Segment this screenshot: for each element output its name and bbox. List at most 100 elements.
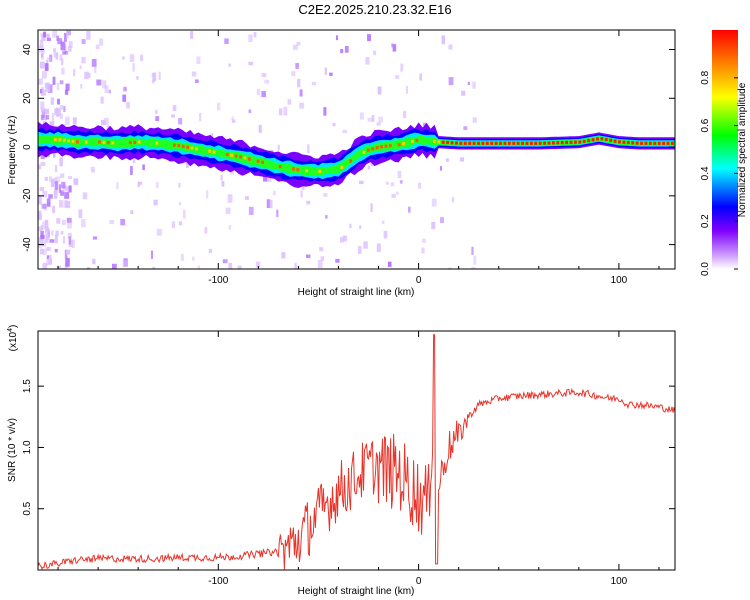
snr-y-tick-label: 1.0: [22, 440, 33, 454]
spectrogram-speckle: [191, 256, 195, 261]
spectrogram-speckle: [81, 39, 86, 45]
spectrogram-speckle: [400, 63, 404, 71]
spectrogram-speckle: [156, 228, 162, 236]
spectrogram-ridge-core: [76, 140, 79, 144]
spectrogram-speckle: [281, 252, 286, 259]
spectrogram-speckle: [84, 71, 89, 80]
spectrogram-speckle: [68, 176, 73, 180]
spectrogram-speckle: [370, 162, 375, 167]
spectrogram-ridge-core: [410, 139, 414, 144]
spectrogram-ridge-core: [102, 140, 106, 144]
spectrogram-ridge-core: [230, 153, 234, 157]
spectrogram-ridge-core: [534, 141, 538, 145]
snr-x-tick-label: -100: [208, 576, 228, 587]
spectrogram-speckle: [376, 122, 381, 126]
colorbar-tick-label: 0.8: [700, 70, 711, 84]
spectrogram-speckle: [58, 184, 61, 193]
spectrogram-speckle: [46, 257, 49, 266]
spectrogram-speckle: [64, 192, 70, 199]
spectrogram-speckle: [99, 38, 104, 46]
spectrogram-speckle: [332, 122, 336, 127]
spectrogram-speckle: [40, 152, 45, 160]
spectrogram-speckle: [54, 248, 58, 253]
spectrogram-speckle: [50, 97, 55, 105]
spectrogram-speckle: [46, 198, 51, 207]
spectrogram-speckle: [287, 99, 292, 105]
snr-y-tick-label: 0.5: [22, 501, 33, 515]
spectrogram-speckle: [120, 218, 126, 226]
spectrogram-ridge-core: [433, 139, 436, 143]
spectrogram-speckle: [48, 194, 53, 199]
spectrogram-speckle: [45, 231, 50, 240]
spectrogram-ridge-core: [618, 140, 621, 144]
spectrogram-speckle: [116, 182, 119, 189]
spectrogram-speckle: [61, 219, 66, 225]
spectrogram-speckle: [263, 174, 268, 182]
spectrogram-speckle: [65, 83, 70, 91]
spectrogram-speckle: [451, 197, 455, 203]
spectrogram-speckle: [45, 83, 51, 93]
spectrogram-speckle: [422, 122, 427, 126]
spectrogram-speckle: [80, 84, 83, 89]
spectrogram-speckle: [342, 235, 347, 242]
spectrogram-speckle: [92, 258, 96, 265]
spectrogram-ridge-core: [565, 140, 569, 145]
spectrogram-y-axis-label: Frequency (Hz): [7, 116, 18, 185]
spectrogram-ridge-core: [371, 147, 375, 151]
spectrogram-speckle: [44, 63, 49, 71]
spectrogram-speckle: [61, 58, 64, 66]
spectrogram-speckle: [50, 180, 55, 187]
spectrogram-speckle: [79, 65, 82, 69]
spectrogram-speckle: [323, 193, 328, 197]
spectrogram-ridge-core: [653, 141, 657, 145]
spectrogram-ridge-core: [587, 138, 591, 143]
spectrogram-speckle: [91, 58, 97, 67]
spectrogram-speckle: [441, 35, 446, 45]
spectrogram-speckle: [291, 71, 296, 77]
spectrogram-speckle: [38, 237, 43, 245]
spectrogram-speckle: [41, 109, 45, 118]
spectrogram-speckle: [335, 258, 340, 263]
spectrogram-speckle: [59, 157, 63, 167]
spectrogram-y-tick-label: -40: [22, 237, 33, 252]
spectrogram-speckle: [56, 218, 61, 224]
spectrogram-speckle: [126, 102, 130, 109]
spectrogram-speckle: [220, 174, 223, 181]
spectrogram-speckle: [266, 173, 272, 182]
spectrogram-speckle: [41, 239, 47, 247]
spectrogram-speckle: [42, 190, 48, 198]
spectrogram-speckle: [390, 182, 395, 187]
spectrogram-ridge-core: [604, 137, 608, 142]
spectrogram-speckle: [73, 178, 79, 185]
spectrogram-speckle: [102, 80, 107, 89]
spectrogram-speckle: [399, 180, 403, 184]
spectrogram-speckle: [367, 165, 371, 170]
spectrogram-speckle: [56, 82, 60, 91]
spectrogram-speckle: [62, 51, 66, 55]
spectrogram-ridge-core: [173, 143, 176, 147]
spectrogram-speckle: [447, 267, 452, 269]
spectrogram-ridge-core: [212, 150, 216, 154]
spectrogram-ridge-core: [490, 141, 494, 145]
spectrogram-ridge-core: [84, 140, 88, 144]
spectrogram-speckle: [65, 186, 69, 191]
spectrogram-speckle: [54, 234, 58, 244]
spectrogram-speckle: [65, 201, 71, 209]
spectrogram-speckle: [55, 52, 59, 60]
spectrogram-ridge-core: [362, 150, 366, 154]
spectrogram-speckle: [73, 68, 76, 77]
spectrogram-speckle: [467, 81, 470, 85]
spectrogram-speckle: [111, 263, 117, 269]
spectrogram-speckle: [60, 105, 64, 110]
spectrogram-speckle: [49, 54, 53, 62]
spectrogram-ridge-core: [644, 141, 648, 145]
spectrogram-speckle: [349, 223, 352, 229]
snr-content: [38, 334, 675, 570]
spectrogram-speckle: [392, 44, 397, 52]
spectrogram-speckle: [365, 57, 370, 65]
spectrogram-ridge-core: [58, 138, 62, 142]
spectrogram-speckle: [44, 176, 49, 181]
spectrogram-speckle: [66, 222, 72, 229]
colorbar-ticks: 0.0 0.2 0.4 0.6 0.8: [700, 70, 738, 276]
spectrogram-speckle: [276, 209, 279, 218]
